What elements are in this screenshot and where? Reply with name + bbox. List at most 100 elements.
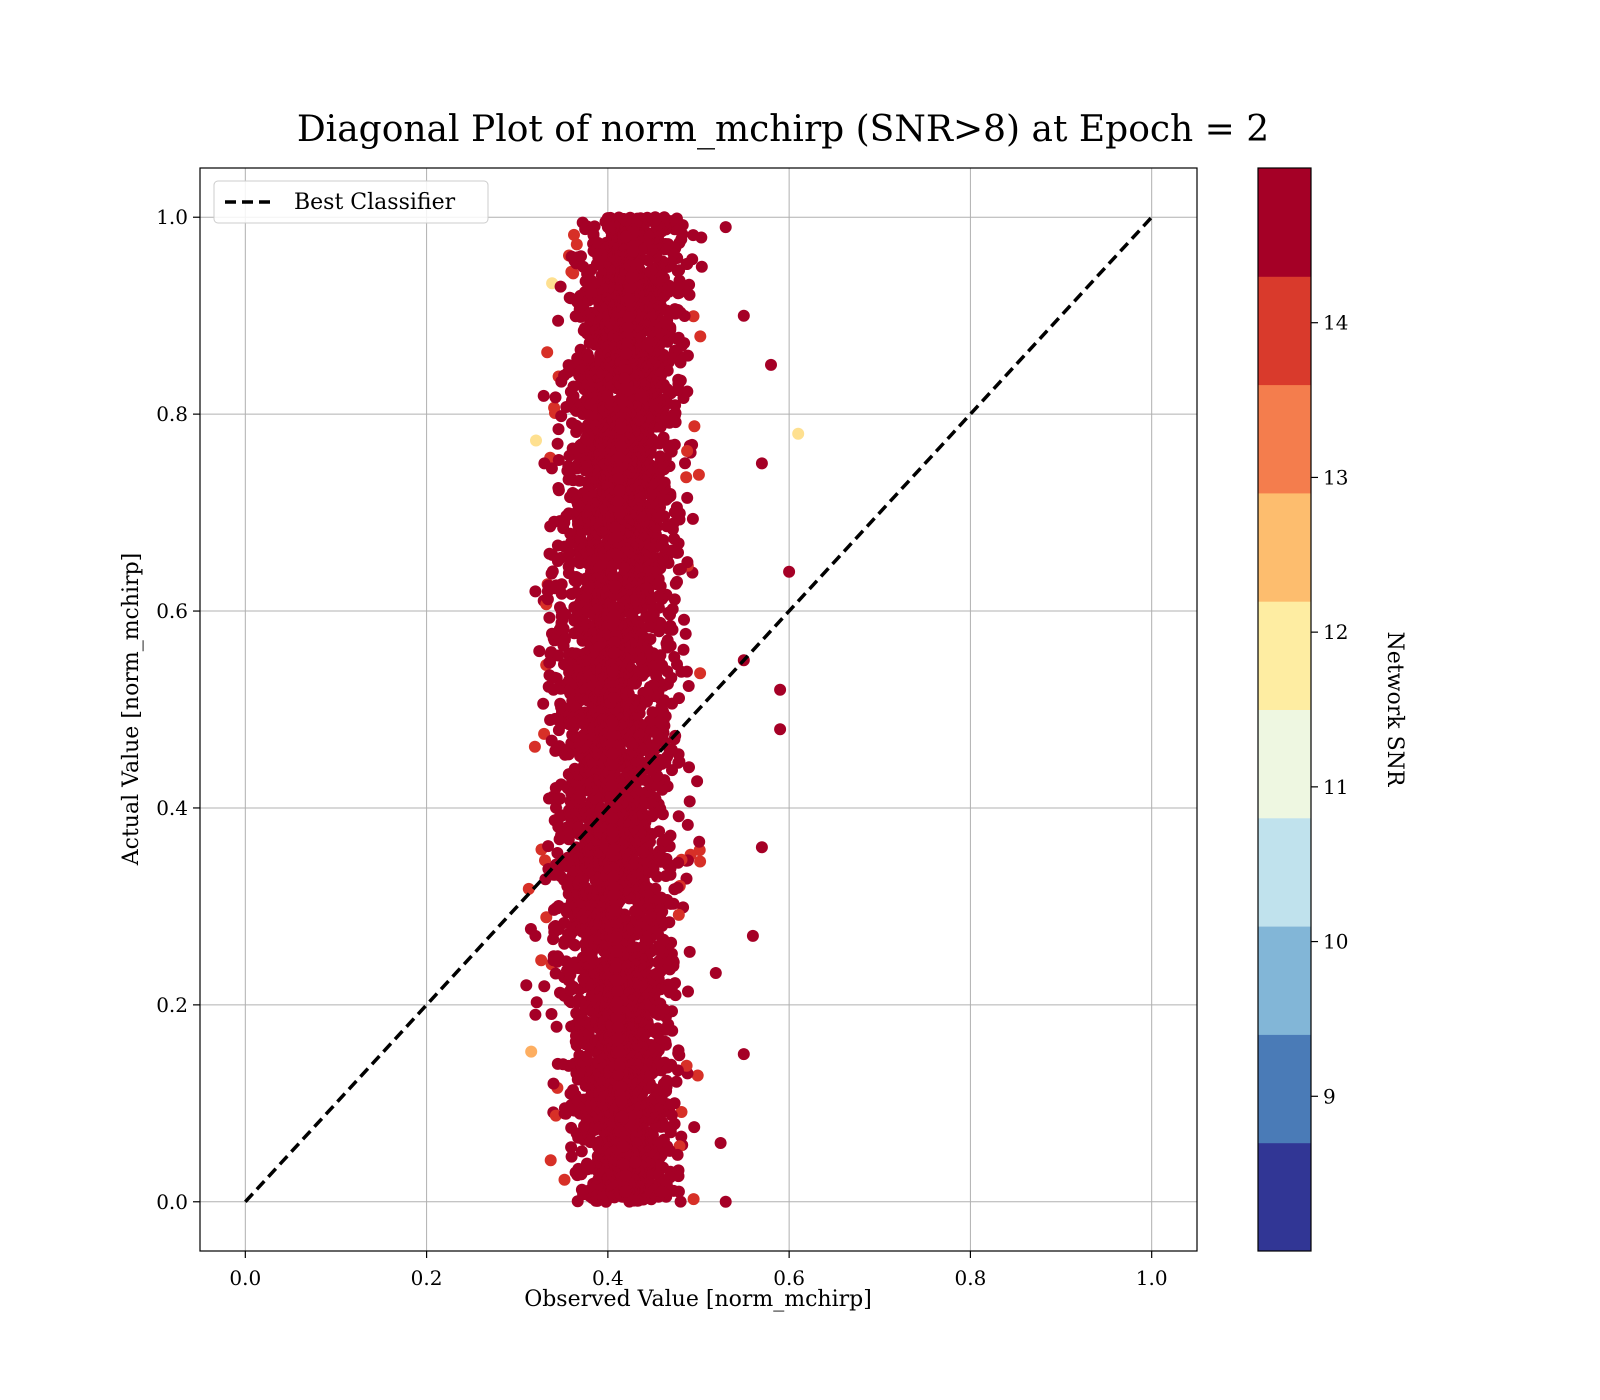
scatter-point (552, 423, 565, 436)
scatter-point (546, 565, 559, 578)
scatter-point (543, 611, 556, 624)
scatter-point (615, 1080, 628, 1093)
scatter-point (537, 389, 550, 402)
scatter-point (668, 883, 681, 896)
scatter-point (656, 1185, 669, 1198)
chart-title: Diagonal Plot of norm_mchirp (SNR>8) at … (297, 109, 1269, 150)
scatter-point (675, 1130, 688, 1143)
scatter-point (792, 427, 805, 440)
scatter-point (654, 450, 667, 463)
scatter-point (612, 472, 625, 485)
scatter-point (540, 911, 553, 924)
scatter-point (530, 434, 542, 447)
scatter-point (547, 1077, 560, 1090)
scatter-point (682, 680, 695, 692)
scatter-point (669, 577, 682, 590)
scatter-point (606, 716, 619, 729)
scatter-point (755, 841, 768, 854)
scatter-point (672, 810, 685, 823)
scatter-point (575, 1145, 588, 1158)
scatter-point (605, 780, 618, 792)
scatter-point (612, 1021, 625, 1034)
x-tick-label: 1.0 (1136, 1266, 1168, 1290)
scatter-point (612, 1045, 625, 1058)
scatter-point (616, 396, 629, 409)
scatter-point (606, 665, 619, 678)
scatter-point (694, 667, 707, 680)
plot-area (199, 167, 1198, 1252)
x-tick-label: 0.0 (229, 1266, 261, 1290)
scatter-point (553, 792, 566, 805)
scatter-point (528, 740, 541, 753)
scatter-point (563, 547, 576, 559)
scatter-point (663, 442, 675, 455)
scatter-point (622, 311, 635, 324)
scatter-point (567, 267, 580, 280)
scatter-point (610, 548, 623, 561)
x-axis-ticks: 0.0 0.2 0.4 0.6 0.8 1.0 (229, 1251, 1168, 1290)
colorbar-tick-label: 14 (1323, 311, 1348, 335)
colorbar-band (1258, 601, 1311, 710)
scatter-point (688, 420, 701, 433)
scatter-point (601, 221, 614, 234)
scatter-point (557, 622, 570, 635)
scatter-point (674, 1195, 687, 1208)
scatter-point (613, 451, 626, 464)
scatter-point (565, 250, 578, 263)
scatter-point (610, 530, 623, 543)
scatter-point (678, 613, 690, 626)
y-tick-label: 0.8 (156, 402, 188, 426)
scatter-point (714, 1137, 727, 1149)
scatter-point (668, 651, 681, 663)
scatter-point (692, 468, 705, 481)
scatter-point (719, 1195, 732, 1208)
scatter-point (530, 996, 543, 1009)
scatter-point (687, 310, 700, 323)
scatter-point (607, 843, 620, 856)
scatter-point (525, 1045, 538, 1058)
colorbar-band (1258, 168, 1311, 277)
scatter-point (555, 587, 568, 600)
colorbar-band (1258, 276, 1311, 386)
scatter-point (522, 882, 535, 895)
scatter-point (611, 985, 624, 998)
x-tick-label: 0.8 (955, 1266, 987, 1290)
scatter-point (619, 1185, 632, 1198)
scatter-point (529, 1008, 542, 1021)
scatter-point (651, 956, 664, 969)
scatter-point (565, 1141, 578, 1154)
scatter-point (552, 649, 565, 662)
scatter-point (618, 372, 631, 385)
scatter-point (709, 967, 722, 979)
scatter-point (620, 230, 632, 243)
scatter-point (569, 939, 582, 952)
scatter-point (575, 250, 587, 263)
scatter-point (672, 279, 685, 292)
scatter-point (613, 1059, 626, 1072)
scatter-point (691, 775, 704, 788)
scatter-point (606, 826, 619, 839)
scatter-point (660, 637, 673, 650)
scatter-point (646, 706, 659, 719)
scatter-point (565, 1150, 578, 1163)
scatter-point (666, 764, 678, 777)
scatter-point (615, 440, 628, 453)
scatter-point (564, 556, 577, 569)
scatter-point (588, 220, 601, 233)
scatter-point (679, 627, 692, 640)
y-tick-label: 0.2 (156, 993, 188, 1017)
scatter-point (570, 586, 583, 599)
scatter-point (555, 410, 568, 423)
scatter-point (618, 1158, 631, 1171)
scatter-point (668, 532, 681, 545)
scatter-point (694, 330, 707, 343)
scatter-point (610, 945, 623, 958)
colorbar-band (1258, 384, 1311, 494)
scatter-point (625, 271, 638, 284)
scatter-point (629, 905, 641, 918)
scatter-point (629, 1156, 642, 1169)
scatter-point (619, 1169, 632, 1182)
scatter-point (529, 585, 542, 598)
